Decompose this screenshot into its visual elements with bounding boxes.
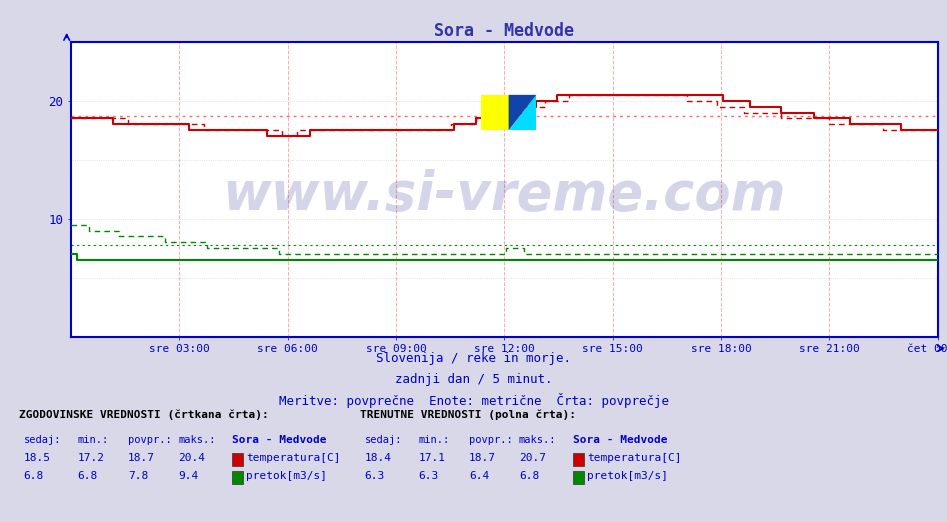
Text: temperatura[C]: temperatura[C] [246, 453, 341, 462]
Text: 9.4: 9.4 [178, 471, 198, 481]
Text: 6.8: 6.8 [24, 471, 44, 481]
Text: 18.4: 18.4 [365, 453, 392, 462]
Text: 17.2: 17.2 [78, 453, 105, 462]
Text: 18.7: 18.7 [469, 453, 496, 462]
Text: pretok[m3/s]: pretok[m3/s] [587, 471, 669, 481]
Text: ZGODOVINSKE VREDNOSTI (črtkana črta):: ZGODOVINSKE VREDNOSTI (črtkana črta): [19, 410, 269, 420]
Text: Slovenija / reke in morje.: Slovenija / reke in morje. [376, 352, 571, 365]
Text: min.:: min.: [78, 435, 109, 445]
Text: 6.4: 6.4 [469, 471, 489, 481]
Text: 20.4: 20.4 [178, 453, 205, 462]
Text: pretok[m3/s]: pretok[m3/s] [246, 471, 328, 481]
Bar [481, 95, 509, 130]
Text: Meritve: povprečne  Enote: metrične  Črta: povprečje: Meritve: povprečne Enote: metrične Črta:… [278, 393, 669, 408]
Text: zadnji dan / 5 minut.: zadnji dan / 5 minut. [395, 373, 552, 386]
Text: 6.3: 6.3 [419, 471, 438, 481]
Text: 6.3: 6.3 [365, 471, 384, 481]
Text: Sora - Medvode: Sora - Medvode [573, 435, 668, 445]
Text: 17.1: 17.1 [419, 453, 446, 462]
Text: maks.:: maks.: [519, 435, 557, 445]
Text: 6.8: 6.8 [78, 471, 98, 481]
Text: povpr.:: povpr.: [128, 435, 171, 445]
Text: min.:: min.: [419, 435, 450, 445]
Text: povpr.:: povpr.: [469, 435, 512, 445]
Text: sedaj:: sedaj: [24, 435, 62, 445]
Text: 6.8: 6.8 [519, 471, 539, 481]
Text: TRENUTNE VREDNOSTI (polna črta):: TRENUTNE VREDNOSTI (polna črta): [360, 410, 576, 420]
Text: www.si-vreme.com: www.si-vreme.com [223, 169, 786, 221]
Text: maks.:: maks.: [178, 435, 216, 445]
Text: 18.5: 18.5 [24, 453, 51, 462]
Text: 7.8: 7.8 [128, 471, 148, 481]
Polygon shape [509, 95, 536, 130]
Text: sedaj:: sedaj: [365, 435, 402, 445]
Title: Sora - Medvode: Sora - Medvode [435, 22, 574, 40]
Polygon shape [509, 95, 536, 130]
Text: temperatura[C]: temperatura[C] [587, 453, 682, 462]
Text: Sora - Medvode: Sora - Medvode [232, 435, 327, 445]
Text: 20.7: 20.7 [519, 453, 546, 462]
Text: 18.7: 18.7 [128, 453, 155, 462]
